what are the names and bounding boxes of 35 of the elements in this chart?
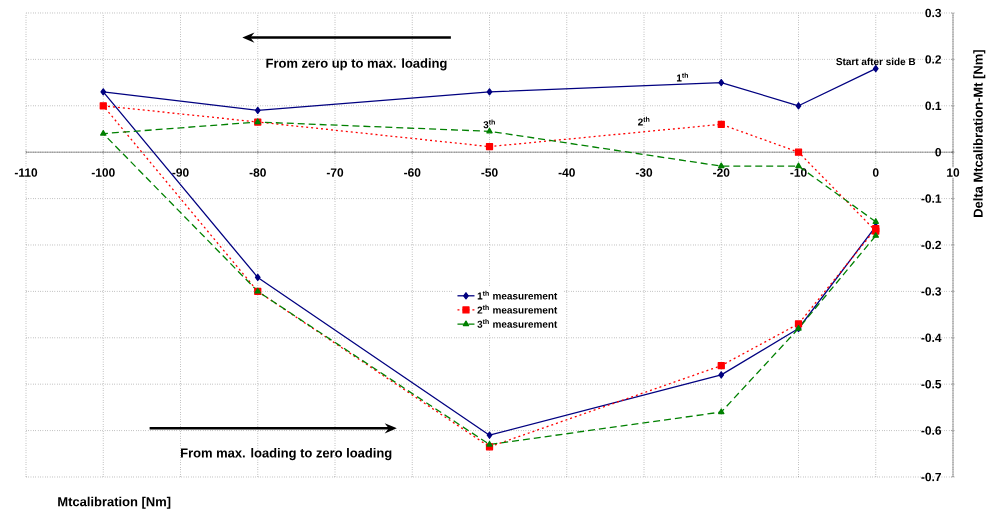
x-tick-label: -40 <box>558 168 575 177</box>
annotation: From max. loading to zero loading <box>181 448 392 461</box>
y-tick-label: -0.2 <box>921 240 942 250</box>
legend-label: 2$^{th}$ measurement <box>477 304 558 314</box>
legend-label: 1$^{th}$ measurement <box>477 290 558 300</box>
y-tick-label: 0 <box>935 147 942 157</box>
annotation: 2$^{th}$ <box>638 116 650 126</box>
y-tick-label: 0.2 <box>925 55 942 64</box>
x-tick-label: -10 <box>790 168 807 177</box>
x-tick-label: -110 <box>14 168 38 177</box>
x-tick-label: -30 <box>635 168 653 177</box>
y-tick-label: 0.1 <box>925 101 942 111</box>
x-tick-label: -100 <box>91 168 115 177</box>
x-tick-label: -90 <box>172 168 189 177</box>
annotation: Start after side B <box>836 57 916 66</box>
x-tick-label: -50 <box>481 168 498 177</box>
x-axis-title: Mtcalibration [Nm] <box>58 496 171 509</box>
x-tick-label: -80 <box>249 168 266 177</box>
y-axis-title: Delta Mtcalibration-Mt [Nm] <box>973 50 986 217</box>
y-tick-label: -0.1 <box>921 194 942 203</box>
x-tick-label: 10 <box>947 168 960 177</box>
legend-label: 3$^{th}$ measurement <box>477 319 558 328</box>
y-tick-label: -0.4 <box>921 333 942 343</box>
x-tick-label: -70 <box>326 168 344 177</box>
annotation: 1$^{th}$ <box>676 72 689 82</box>
annotation: From zero up to max. loading <box>266 58 447 71</box>
y-tick-label: -0.6 <box>921 426 942 435</box>
y-tick-label: -0.3 <box>921 287 942 296</box>
y-tick-label: -0.5 <box>921 379 942 389</box>
x-tick-label: 0 <box>872 168 879 177</box>
y-tick-label: 0.3 <box>925 8 942 18</box>
annotation: 3$^{th}$ <box>483 119 495 129</box>
y-tick-label: -0.7 <box>921 472 941 482</box>
x-tick-label: -20 <box>713 168 730 177</box>
x-tick-label: -60 <box>404 168 421 177</box>
